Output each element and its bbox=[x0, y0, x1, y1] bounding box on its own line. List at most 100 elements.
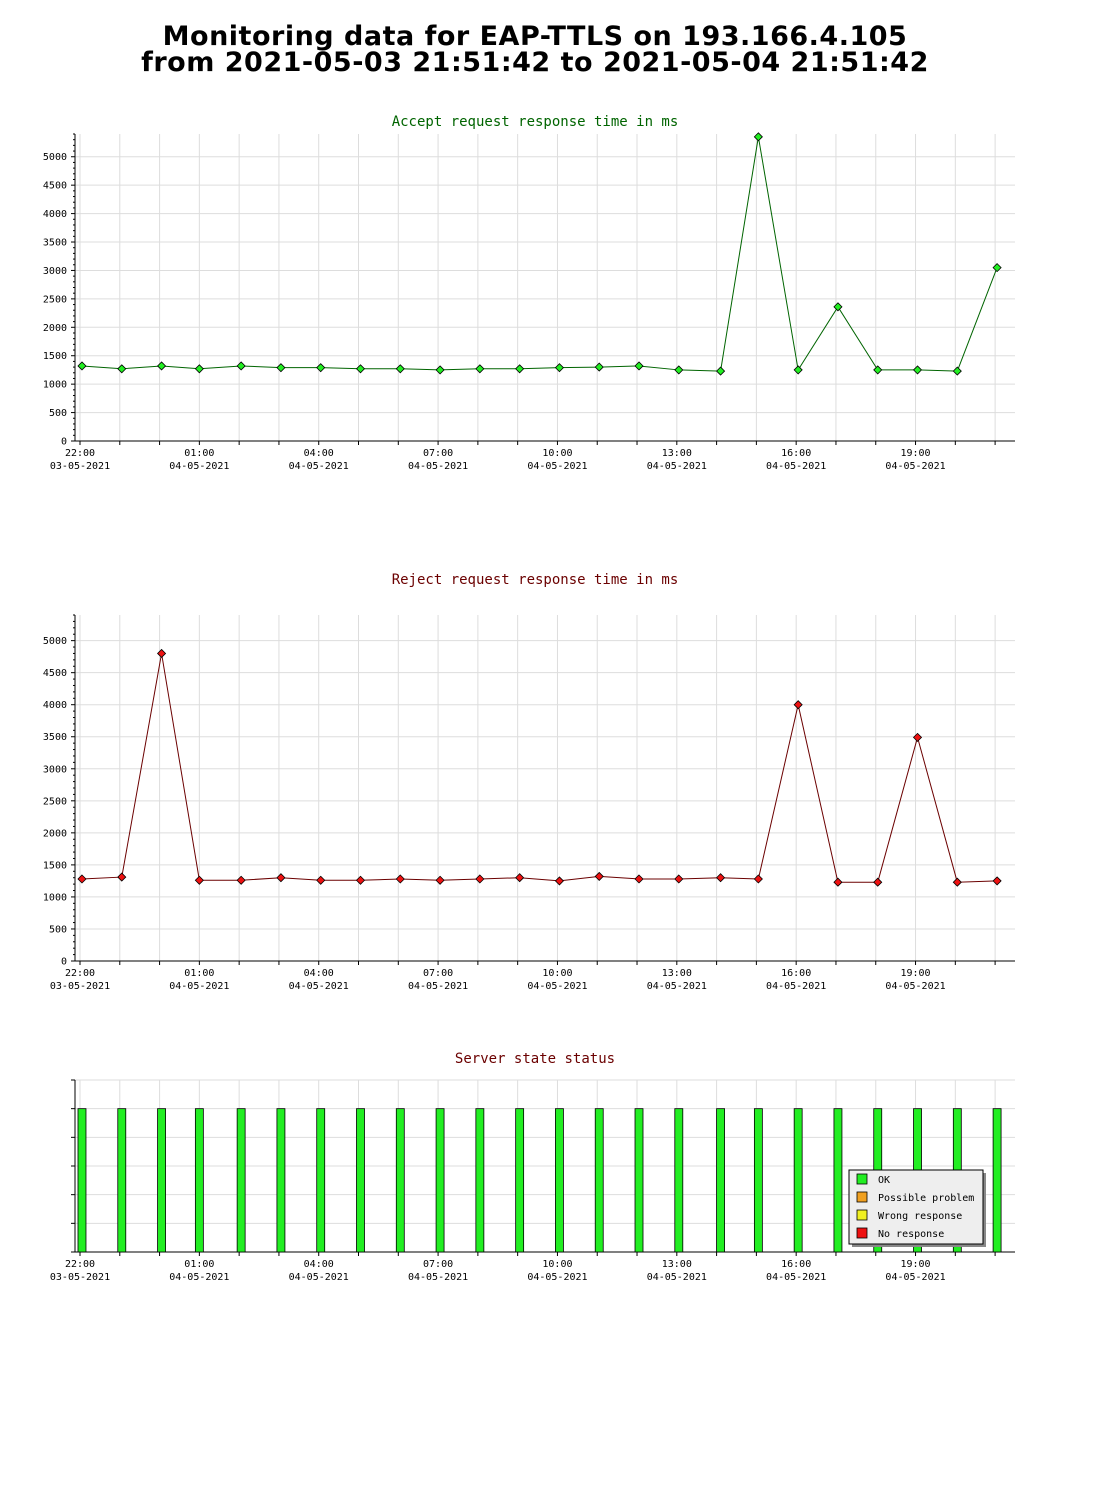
accept-data-point bbox=[475, 364, 485, 374]
accept-data-point bbox=[992, 263, 1002, 273]
x-tick-label-date: 04-05-2021 bbox=[527, 981, 587, 992]
status-bar bbox=[515, 1108, 525, 1253]
legend-swatch bbox=[856, 1227, 868, 1239]
y-tick-label: 5000 bbox=[43, 636, 67, 647]
status-bar bbox=[194, 1108, 204, 1253]
reject-data-point bbox=[156, 648, 167, 659]
status-bar bbox=[634, 1108, 644, 1253]
x-tick-label-date: 04-05-2021 bbox=[169, 1272, 229, 1283]
reject-data-point bbox=[554, 876, 565, 886]
title-line-1: Monitoring data for EAP-TTLS on 193.166.… bbox=[162, 21, 908, 52]
accept-data-point bbox=[236, 361, 246, 371]
y-tick-label: 500 bbox=[49, 924, 67, 935]
y-tick-label: 2000 bbox=[43, 828, 67, 839]
y-tick-label: 4500 bbox=[43, 668, 67, 679]
reject-data-point bbox=[912, 732, 923, 742]
accept-data-point bbox=[435, 365, 445, 375]
x-tick-label-time: 10:00 bbox=[542, 968, 572, 979]
accept-data-point bbox=[276, 363, 286, 373]
reject-data-point bbox=[276, 873, 286, 883]
x-tick-label-date: 04-05-2021 bbox=[647, 461, 707, 472]
title-line-2: from 2021-05-03 21:51:42 to 2021-05-04 2… bbox=[141, 47, 929, 78]
reject-data-point bbox=[435, 875, 445, 885]
x-tick-label-time: 01:00 bbox=[184, 448, 214, 459]
x-tick-label-date: 04-05-2021 bbox=[647, 981, 707, 992]
x-tick-label-time: 07:00 bbox=[423, 1259, 453, 1270]
reject-chart: Reject request response time in ms 0 500 10… bbox=[43, 572, 1015, 992]
x-tick-label-time: 16:00 bbox=[781, 968, 811, 979]
status-bar bbox=[356, 1108, 365, 1253]
x-tick-label-date: 04-05-2021 bbox=[408, 1272, 468, 1283]
y-tick-label: 4500 bbox=[43, 181, 67, 192]
reject-data-point bbox=[194, 875, 204, 885]
status-bar bbox=[716, 1108, 725, 1253]
reject-data-point bbox=[674, 874, 684, 884]
y-tick-label: 5000 bbox=[43, 152, 67, 163]
x-tick-label-date: 04-05-2021 bbox=[885, 981, 945, 992]
accept-data-point bbox=[674, 365, 684, 375]
x-tick-label-time: 10:00 bbox=[542, 448, 572, 459]
status-bar bbox=[793, 1108, 803, 1253]
reject-data-point bbox=[117, 872, 127, 882]
status-bar bbox=[435, 1108, 445, 1253]
accept-series-line bbox=[81, 136, 998, 372]
x-tick-label-date: 04-05-2021 bbox=[169, 461, 229, 472]
accept-data-point bbox=[77, 361, 87, 371]
accept-chart: Accept request response time in ms 0 500 10… bbox=[43, 114, 1015, 472]
status-bar bbox=[555, 1108, 564, 1253]
legend-label: OK bbox=[878, 1175, 890, 1186]
x-tick-label-time: 16:00 bbox=[781, 448, 811, 459]
accept-data-point bbox=[912, 365, 923, 375]
accept-data-point bbox=[515, 364, 525, 374]
y-tick-label: 2000 bbox=[43, 323, 67, 334]
accept-data-point bbox=[634, 361, 644, 371]
x-tick-label-date: 04-05-2021 bbox=[289, 461, 349, 472]
legend-box bbox=[848, 1169, 984, 1245]
reject-data-point bbox=[475, 874, 485, 884]
status-bar bbox=[77, 1108, 87, 1253]
accept-data-point bbox=[833, 302, 843, 312]
legend-label: No response bbox=[878, 1229, 944, 1240]
x-tick-label-date: 04-05-2021 bbox=[289, 1272, 349, 1283]
x-tick-label-time: 04:00 bbox=[304, 968, 334, 979]
y-tick-label: 0 bbox=[61, 957, 67, 968]
x-tick-label-date: 04-05-2021 bbox=[647, 1272, 707, 1283]
x-tick-label-time: 22:00 bbox=[65, 1259, 95, 1270]
reject-data-point bbox=[515, 873, 525, 883]
accept-data-point bbox=[753, 132, 763, 142]
status-bar bbox=[236, 1108, 246, 1253]
reject-data-point bbox=[833, 877, 843, 887]
x-tick-label-time: 13:00 bbox=[662, 448, 692, 459]
y-tick-label: 3500 bbox=[43, 732, 67, 743]
reject-data-point bbox=[952, 877, 962, 887]
y-tick-label: 3000 bbox=[43, 764, 67, 775]
y-tick-label: 1500 bbox=[43, 860, 67, 871]
accept-data-point bbox=[316, 363, 326, 373]
reject-data-point bbox=[634, 874, 644, 884]
y-tick-label: 1000 bbox=[43, 892, 67, 903]
reject-data-point bbox=[77, 874, 87, 884]
x-tick-label-time: 19:00 bbox=[900, 1259, 930, 1270]
reject-data-point bbox=[992, 876, 1002, 886]
x-tick-label-time: 10:00 bbox=[542, 1259, 572, 1270]
reject-data-point bbox=[355, 875, 366, 885]
y-tick-label: 4000 bbox=[43, 209, 67, 220]
y-tick-label: 500 bbox=[49, 408, 67, 419]
accept-data-point bbox=[554, 363, 565, 373]
reject-data-point bbox=[793, 700, 803, 710]
status-chart-title: Server state status bbox=[455, 1051, 615, 1067]
accept-chart-title: Accept request response time in ms bbox=[392, 114, 679, 130]
accept-data-point bbox=[355, 364, 366, 374]
y-tick-label: 2500 bbox=[43, 294, 67, 305]
x-tick-label-date: 04-05-2021 bbox=[766, 981, 826, 992]
x-tick-label-time: 13:00 bbox=[662, 968, 692, 979]
legend-swatch bbox=[856, 1191, 868, 1203]
reject-data-point bbox=[236, 875, 246, 885]
reject-data-point bbox=[716, 873, 726, 883]
x-tick-label-time: 22:00 bbox=[65, 448, 95, 459]
reject-data-point bbox=[594, 871, 604, 881]
reject-data-point bbox=[873, 877, 883, 887]
accept-data-point bbox=[594, 362, 604, 372]
x-tick-label-date: 04-05-2021 bbox=[169, 981, 229, 992]
legend-swatch bbox=[856, 1209, 868, 1221]
